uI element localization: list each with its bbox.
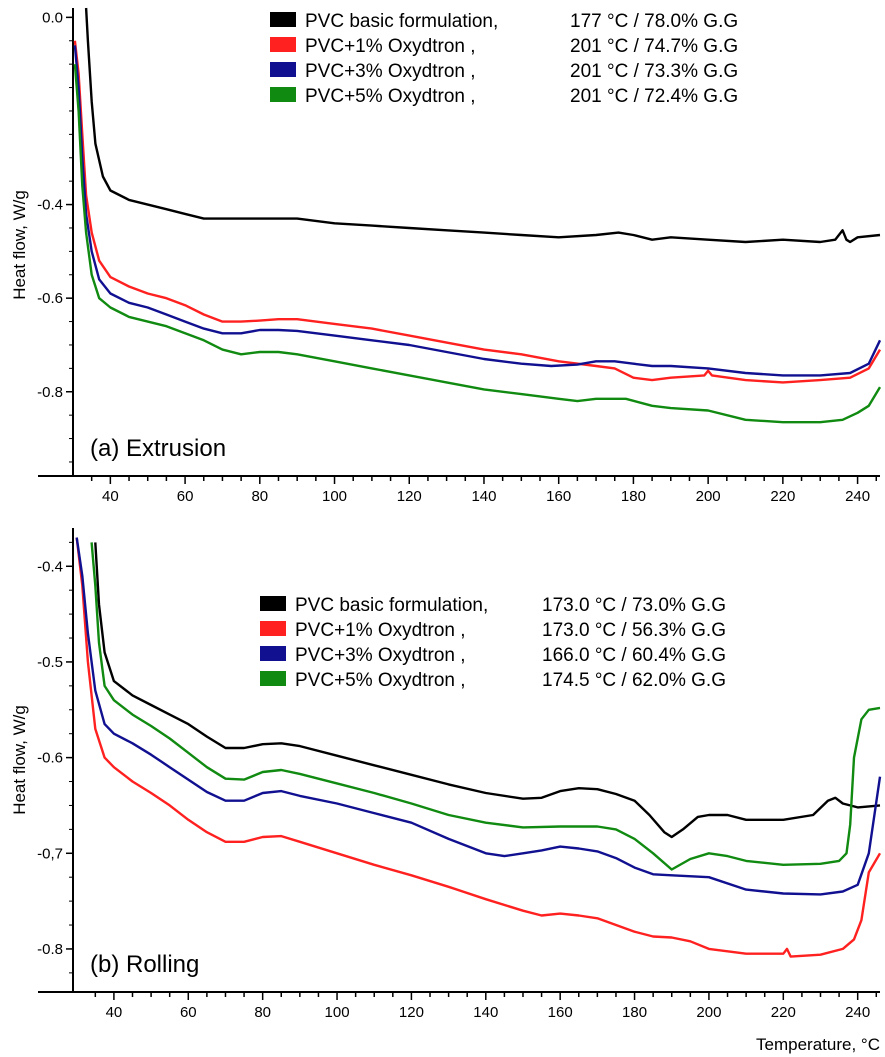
x-tick-label: 40: [106, 1004, 123, 1021]
legend-label-1: PVC+1% Oxydtron ,: [305, 36, 476, 57]
x-tick-label: 200: [696, 1004, 721, 1021]
x-tick-label: 160: [548, 1004, 573, 1021]
x-tick-label: 220: [770, 488, 795, 505]
y-tick-label: -0.4: [37, 558, 63, 575]
series-line-0: [84, 7, 881, 244]
legend-swatch-1: [270, 37, 296, 52]
legend-swatch-0: [270, 12, 296, 27]
series-line-1: [75, 537, 882, 958]
x-tick-label: 80: [251, 488, 268, 505]
x-tick-label: 60: [177, 488, 194, 505]
legend-note-1: 173.0 °C / 56.3% G.G: [542, 620, 726, 641]
legend-note-0: 173.0 °C / 73.0% G.G: [542, 595, 726, 616]
x-tick-label: 120: [397, 488, 422, 505]
x-tick-label: 200: [696, 488, 721, 505]
legend-label-3: PVC+5% Oxydtron ,: [305, 86, 476, 107]
x-tick-label: 120: [399, 1004, 424, 1021]
y-tick-label: -0.6: [37, 290, 63, 307]
legend-note-0: 177 °C / 78.0% G.G: [570, 11, 738, 32]
x-tick-label: 220: [771, 1004, 796, 1021]
panel-rolling: 40 60 80 100 120 140 160 180 200 220 240 -0.4 -0.5 -0…: [10, 528, 882, 1054]
legend-swatch-3: [260, 671, 286, 686]
x-tick-label: 140: [473, 1004, 498, 1021]
x-axis-title: Temperature, °C: [756, 1035, 880, 1054]
legend-note-1: 201 °C / 74.7% G.G: [570, 36, 738, 57]
legend-label-2: PVC+3% Oxydtron ,: [305, 61, 476, 82]
y-tick-label: -0.4: [37, 197, 63, 214]
legend-label-2: PVC+3% Oxydtron ,: [295, 645, 466, 666]
legend-note-3: 201 °C / 72.4% G.G: [570, 86, 738, 107]
x-tick-label: 100: [322, 488, 347, 505]
panel-label: (a) Extrusion: [90, 435, 226, 462]
y-tick-label: -0.5: [37, 654, 63, 671]
panel-label: (b) Rolling: [90, 951, 199, 978]
x-tick-label: 180: [622, 1004, 647, 1021]
x-tick-label: 240: [845, 1004, 870, 1021]
y-axis-title: Heat flow, W/g: [10, 190, 29, 300]
x-tick-label: 240: [845, 488, 870, 505]
legend-label-0: PVC basic formulation,: [295, 595, 488, 616]
x-tick-label: 140: [471, 488, 496, 505]
legend-label-0: PVC basic formulation,: [305, 11, 498, 32]
legend-note-2: 201 °C / 73.3% G.G: [570, 61, 738, 82]
y-tick-label: -0.8: [37, 941, 63, 958]
series-line-3: [73, 64, 882, 424]
legend-swatch-3: [270, 87, 296, 102]
series-line-2: [75, 537, 882, 896]
series-line-3: [90, 542, 881, 871]
x-tick-label: 100: [325, 1004, 350, 1021]
x-tick-label: 80: [254, 1004, 271, 1021]
series-line-1: [73, 40, 882, 384]
x-tick-label: 160: [546, 488, 571, 505]
x-tick-label: 60: [180, 1004, 197, 1021]
y-tick-label: -0.8: [37, 384, 63, 401]
y-tick-label: -0.6: [37, 750, 63, 767]
x-tick-label: 40: [102, 488, 119, 505]
legend-label-1: PVC+1% Oxydtron ,: [295, 620, 466, 641]
y-axis-title: Heat flow, W/g: [10, 705, 29, 815]
legend-note-2: 166.0 °C / 60.4% G.G: [542, 645, 726, 666]
legend-swatch-2: [270, 62, 296, 77]
panel-extrusion: 40 60 80 100 120 140 160 180 200 220 240 0.0 -0.4 -0.…: [10, 7, 882, 505]
series-line-2: [73, 45, 882, 377]
y-tick-label: 0.0: [42, 9, 63, 26]
legend-swatch-1: [260, 621, 286, 636]
y-tick-label: -0,7: [37, 845, 63, 862]
legend-swatch-2: [260, 646, 286, 661]
legend-swatch-0: [260, 596, 286, 611]
legend-label-3: PVC+5% Oxydtron ,: [295, 670, 466, 691]
x-tick-label: 180: [621, 488, 646, 505]
series-line-0: [94, 542, 881, 839]
legend-note-3: 174.5 °C / 62.0% G.G: [542, 670, 726, 691]
